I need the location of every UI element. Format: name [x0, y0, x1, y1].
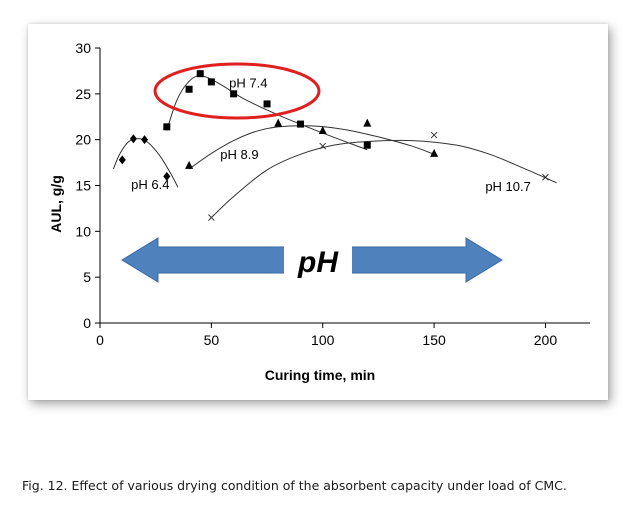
series-label: pH 6.4 [131, 177, 169, 192]
y-tick-label: 25 [75, 86, 91, 102]
y-axis-label: AUL, g/g [48, 175, 64, 233]
fit-curve [211, 139, 557, 218]
arrow-label-box [284, 240, 352, 282]
data-point [196, 70, 204, 78]
y-tick-label: 15 [75, 178, 91, 194]
fit-curves [112, 75, 557, 218]
annotations: pH [121, 62, 503, 283]
y-tick-label: 30 [75, 40, 91, 56]
data-point [263, 100, 271, 108]
y-tick-label: 5 [83, 269, 91, 285]
x-tick-label: 100 [311, 332, 335, 348]
x-tick-label: 150 [422, 332, 446, 348]
data-point [363, 141, 371, 149]
data-point [274, 118, 283, 127]
x-tick-label: 0 [96, 332, 104, 348]
data-point [430, 131, 438, 139]
data-point [318, 126, 327, 134]
series-label: pH 8.9 [220, 147, 258, 162]
fit-curve [188, 125, 435, 170]
data-point [207, 78, 215, 86]
data-point [129, 134, 137, 144]
data-point [208, 214, 215, 221]
y-tick-label: 0 [83, 315, 91, 331]
data-point [430, 148, 439, 157]
series-label: pH 10.7 [485, 179, 531, 194]
data-point [230, 90, 238, 98]
y-tick-label: 20 [75, 132, 91, 148]
data-point [163, 123, 171, 131]
highlight-ellipse [153, 62, 321, 120]
data-point [185, 160, 194, 169]
data-point [363, 118, 372, 127]
y-tick-label: 10 [75, 223, 91, 239]
arrow-label: pH [297, 246, 339, 279]
data-point [141, 135, 149, 145]
data-point [185, 85, 193, 93]
data-point [319, 142, 327, 150]
x-tick-label: 50 [204, 332, 220, 348]
data-point [118, 155, 126, 165]
figure-caption: Fig. 12. Effect of various drying condit… [22, 478, 567, 493]
data-point [163, 171, 171, 181]
x-tick-label: 200 [534, 332, 558, 348]
x-axis-label: Curing time, min [265, 367, 375, 383]
chart-card: 0 5 10 15 20 25 30 0 50 100 150 200 pH 6.4 pH 7.4 pH … [28, 24, 608, 400]
axes: 0 5 10 15 20 25 30 0 50 100 150 200 [75, 40, 590, 348]
data-point [296, 120, 304, 128]
data-points: pH 6.4 pH 7.4 pH 8.9 pH 10.7 [118, 70, 549, 221]
data-point [542, 173, 549, 181]
series-label: pH 7.4 [229, 75, 267, 90]
